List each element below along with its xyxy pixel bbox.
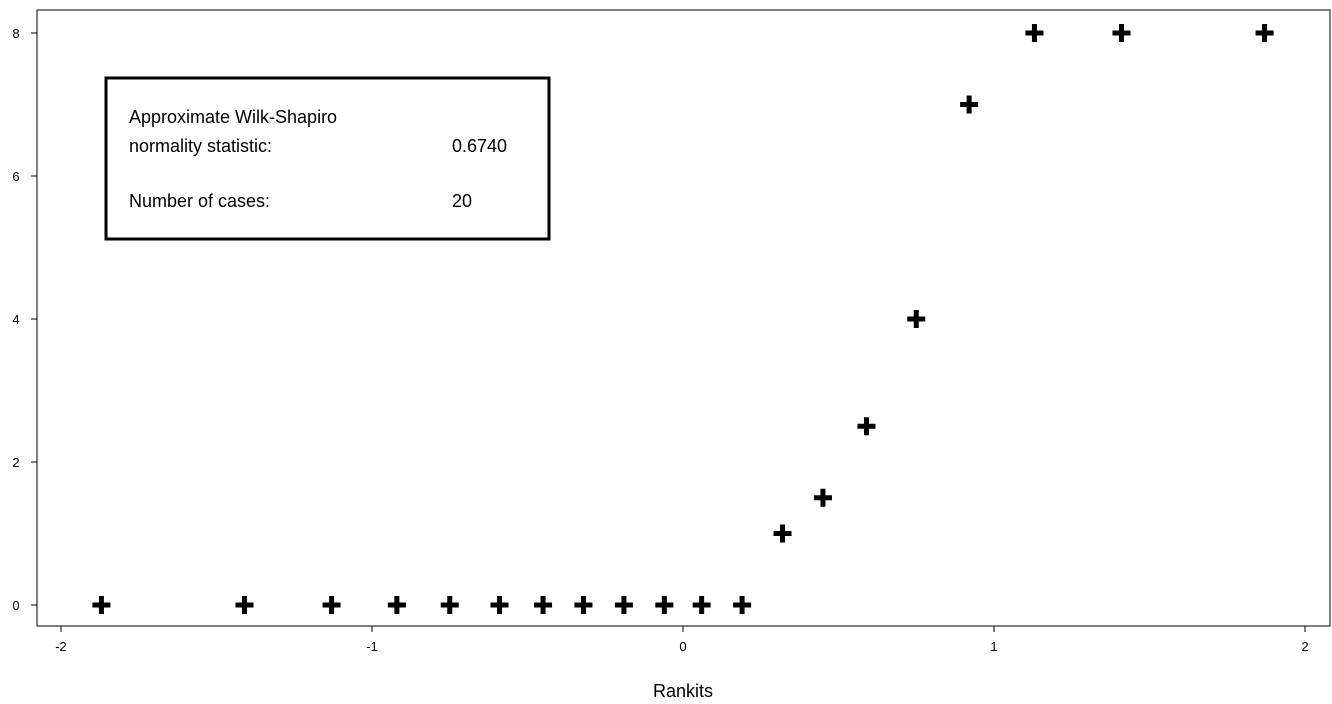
data-point-plus-marker (490, 596, 509, 614)
x-tick-label: 2 (1301, 639, 1308, 654)
cases-value: 20 (452, 191, 472, 211)
data-point-plus-marker (1255, 24, 1274, 42)
y-tick-label: 2 (12, 455, 19, 470)
data-point-plus-marker (235, 596, 254, 614)
data-point-plus-marker (1025, 24, 1044, 42)
data-point-plus-marker (907, 310, 926, 328)
stats-box-frame (104, 76, 551, 241)
data-point-plus-marker (733, 596, 752, 614)
data-point-plus-marker (534, 596, 553, 614)
y-tick-label: 0 (12, 598, 19, 613)
x-axis-ticks: -2 -1 0 1 2 (55, 626, 1309, 654)
data-point-plus-marker (813, 488, 832, 507)
data-point-plus-marker (614, 596, 633, 614)
y-tick-label: 4 (12, 312, 19, 327)
data-point-plus-marker (387, 596, 406, 614)
data-point-plus-marker (857, 417, 876, 436)
stat-label-line1: Approximate Wilk-Shapiro (129, 107, 337, 127)
x-tick-label: -1 (366, 639, 378, 654)
stat-value: 0.6740 (452, 136, 507, 156)
data-point-plus-marker (92, 596, 111, 614)
x-axis-title: Rankits (653, 681, 713, 701)
stat-label-line2: normality statistic: (129, 136, 272, 156)
data-point-plus-marker (773, 524, 792, 543)
cases-label: Number of cases: (129, 191, 270, 211)
y-tick-label: 6 (12, 169, 19, 184)
data-points (92, 24, 1274, 614)
y-axis-ticks: 0 2 4 6 8 (12, 26, 37, 613)
x-tick-label: -2 (55, 639, 67, 654)
data-point-plus-marker (322, 596, 341, 614)
data-point-plus-marker (440, 596, 459, 614)
data-point-plus-marker (960, 95, 979, 114)
data-point-plus-marker (1112, 24, 1131, 42)
data-point-plus-marker (655, 596, 674, 614)
stats-box: Approximate Wilk-Shapiro normality stati… (104, 76, 551, 241)
y-tick-label: 8 (12, 26, 19, 41)
x-tick-label: 0 (679, 639, 686, 654)
data-point-plus-marker (692, 596, 711, 614)
data-point-plus-marker (574, 596, 593, 614)
x-tick-label: 1 (990, 639, 997, 654)
